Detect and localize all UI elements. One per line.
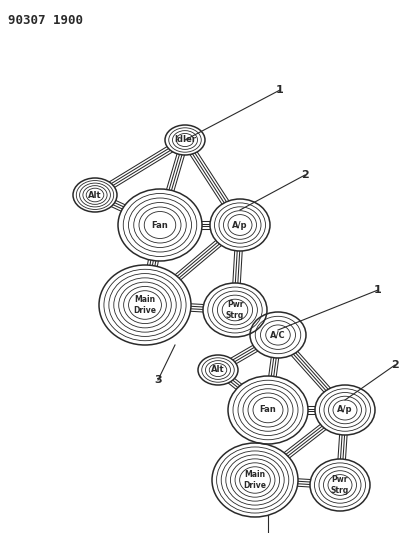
Text: Pwr
Strg: Pwr Strg	[226, 300, 244, 320]
Text: 3: 3	[154, 375, 162, 385]
Text: Main
Drive: Main Drive	[244, 470, 266, 490]
Ellipse shape	[310, 459, 370, 511]
Text: 1: 1	[374, 285, 382, 295]
Ellipse shape	[212, 443, 298, 517]
Ellipse shape	[203, 283, 267, 337]
Ellipse shape	[250, 312, 306, 358]
Text: 90307 1900: 90307 1900	[8, 14, 83, 27]
Text: Pwr
Strg: Pwr Strg	[331, 475, 349, 495]
Text: Idler: Idler	[174, 135, 196, 144]
Text: A/C: A/C	[270, 330, 286, 340]
Text: 1: 1	[276, 85, 284, 95]
Ellipse shape	[315, 385, 375, 435]
Ellipse shape	[228, 376, 308, 444]
Ellipse shape	[165, 125, 205, 155]
Text: Alt: Alt	[211, 366, 225, 375]
Text: 2: 2	[391, 360, 399, 370]
Text: Main
Drive: Main Drive	[133, 295, 157, 314]
Ellipse shape	[99, 265, 191, 345]
Ellipse shape	[73, 178, 117, 212]
Text: A/p: A/p	[337, 406, 353, 415]
Text: A/p: A/p	[232, 221, 248, 230]
Ellipse shape	[210, 199, 270, 251]
Text: Alt: Alt	[88, 190, 102, 199]
Ellipse shape	[118, 189, 202, 261]
Ellipse shape	[198, 355, 238, 385]
Text: Fan: Fan	[259, 406, 276, 415]
Text: Fan: Fan	[152, 221, 169, 230]
Text: 2: 2	[301, 170, 309, 180]
